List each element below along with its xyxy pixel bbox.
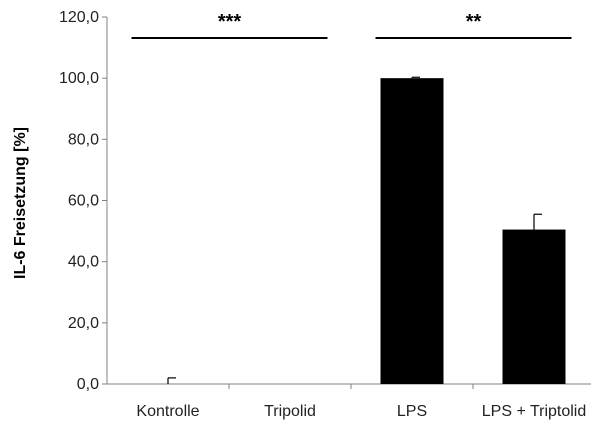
- significance-label: **: [466, 11, 482, 33]
- y-tick-label: 0,0: [77, 376, 99, 393]
- x-tick-label: LPS + Triptolid: [482, 403, 587, 420]
- y-tick-label: 80,0: [68, 131, 99, 148]
- y-tick-label: 40,0: [68, 254, 99, 271]
- y-tick-label: 60,0: [68, 193, 99, 210]
- x-tick-label: LPS: [397, 403, 427, 420]
- x-tick-label: Tripolid: [264, 403, 316, 420]
- significance-label: ***: [218, 11, 242, 33]
- bar: [380, 78, 444, 385]
- chart-marks: 0,0 20,0 40,0 60,0 80,0 100,0 120,0 Kontrolle Tr…: [59, 9, 591, 420]
- bar: [502, 229, 566, 384]
- x-tick-label: Kontrolle: [136, 403, 199, 420]
- y-tick-label: 120,0: [59, 9, 99, 26]
- y-axis-label: IL-6 Freisetzung [%]: [12, 127, 29, 279]
- y-tick-label: 20,0: [68, 315, 99, 332]
- y-tick-label: 100,0: [59, 70, 99, 87]
